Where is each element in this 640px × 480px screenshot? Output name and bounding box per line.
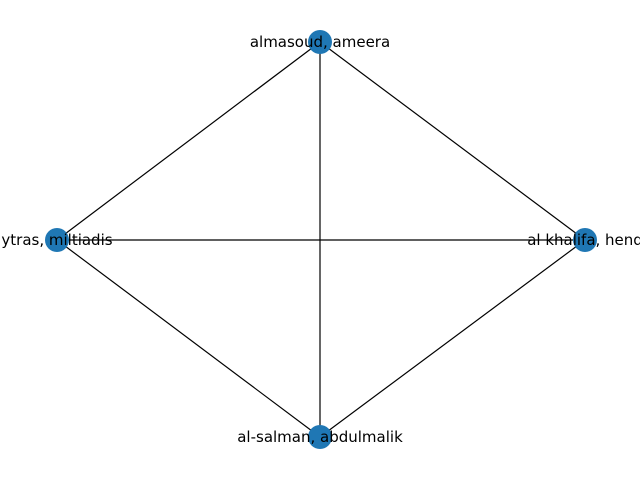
graph-node [308, 30, 332, 54]
graph-node-label: ytras, miltiadis [1, 231, 112, 249]
graph-node-label: al khalifa, hend [527, 231, 640, 249]
graph-edge [56, 239, 321, 438]
graph-edge [319, 41, 586, 241]
graph-node [45, 228, 69, 252]
graph-nodes [45, 30, 597, 449]
graph-node [573, 228, 597, 252]
graph-edge [319, 239, 586, 438]
graph-node [308, 425, 332, 449]
graph-node-label: al-salman, abdulmalik [237, 428, 403, 446]
graph-edge [56, 41, 321, 241]
graph-node-label: almasoud, ameera [250, 33, 390, 51]
graph-edges [56, 41, 586, 438]
graph-node-labels: almasoud, ameera al khalifa, hend al-salma… [1, 33, 640, 446]
